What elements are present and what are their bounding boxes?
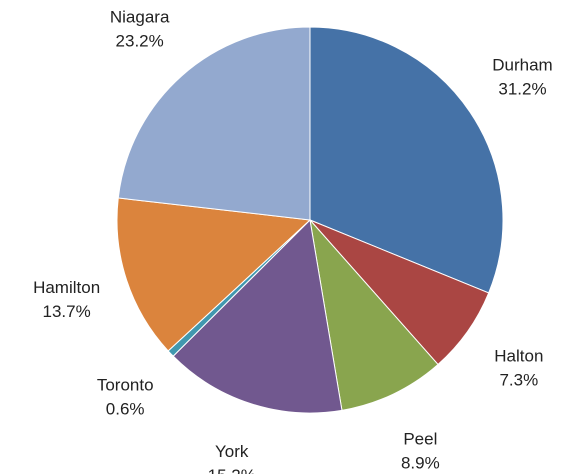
- slice-value-label: 8.9%: [401, 453, 440, 472]
- slice-value-label: 0.6%: [106, 400, 145, 419]
- slice-value-label: 13.7%: [43, 302, 91, 321]
- pie-slice: [309, 218, 439, 411]
- pie-slice: [117, 26, 311, 221]
- slice-name: Toronto: [97, 376, 154, 395]
- slice-value-label: 23.2%: [116, 31, 164, 50]
- slice-value-label: 7.3%: [499, 371, 538, 390]
- slice-name: Niagara: [110, 7, 170, 26]
- slice-value-label: 15.2%: [208, 466, 256, 474]
- slice-name: Hamilton: [33, 278, 100, 297]
- slice-name: Durham: [492, 56, 552, 75]
- slice-name: York: [215, 442, 249, 461]
- pie-slice: [172, 218, 343, 414]
- slice-name: Peel: [403, 429, 437, 448]
- slice-name: Halton: [494, 347, 543, 366]
- pie-slice: [309, 26, 504, 294]
- pie-slice: [116, 197, 312, 352]
- slice-value-label: 31.2%: [498, 80, 546, 99]
